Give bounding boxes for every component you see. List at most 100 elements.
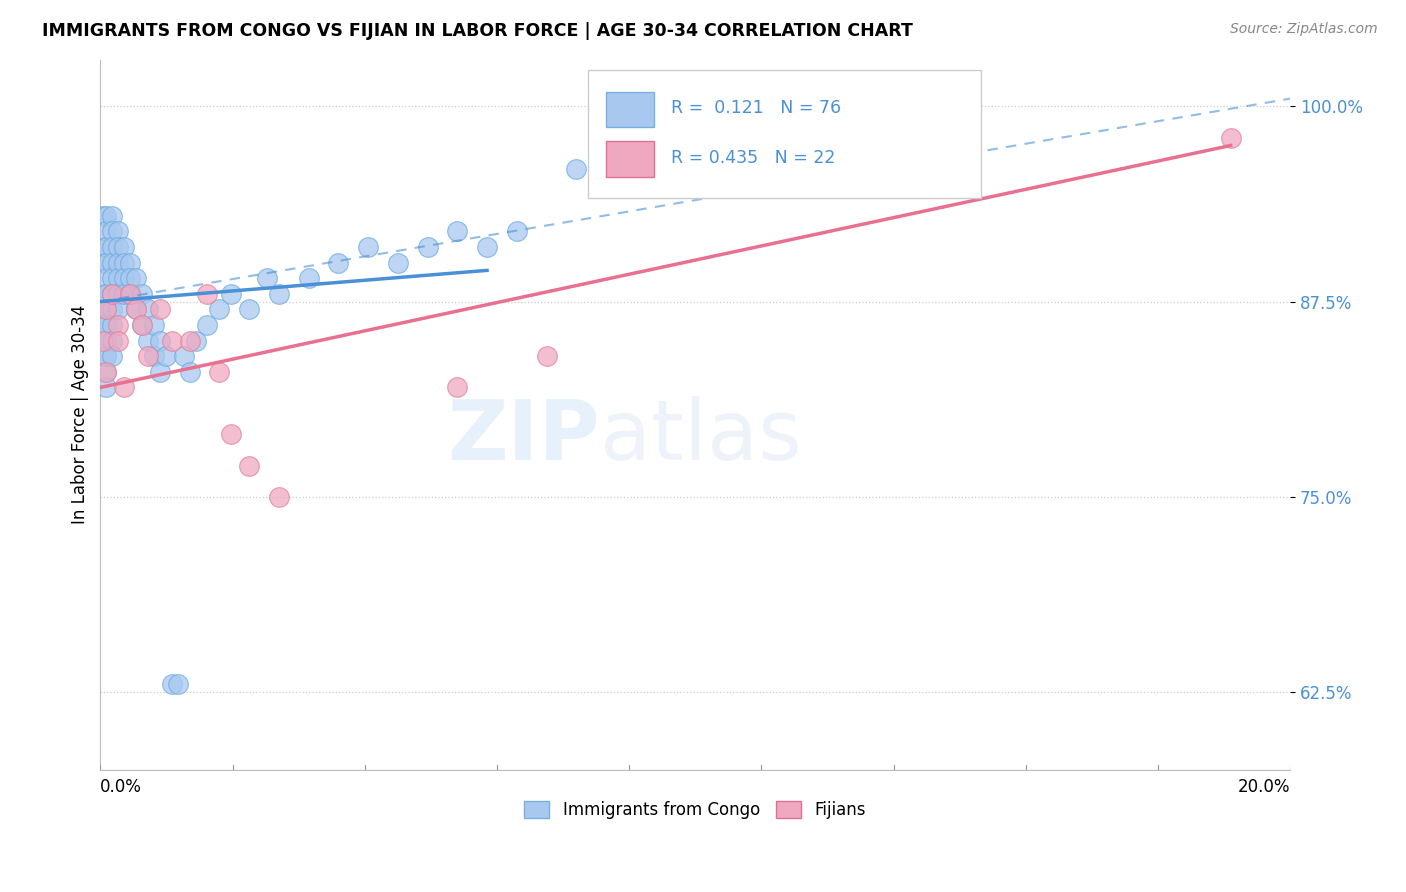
Point: [96, 286, 118, 301]
Point: [267, 286, 290, 301]
Point: [107, 302, 129, 317]
FancyBboxPatch shape: [606, 141, 654, 177]
Point: [506, 224, 529, 238]
Point: [112, 380, 135, 394]
Point: [101, 334, 124, 348]
Point: [101, 286, 124, 301]
Point: [208, 365, 231, 379]
Y-axis label: In Labor Force | Age 30-34: In Labor Force | Age 30-34: [72, 305, 89, 524]
Point: [96, 286, 118, 301]
Text: IMMIGRANTS FROM CONGO VS FIJIAN IN LABOR FORCE | AGE 30-34 CORRELATION CHART: IMMIGRANTS FROM CONGO VS FIJIAN IN LABOR…: [42, 22, 912, 40]
Point: [96, 349, 118, 363]
Point: [120, 286, 142, 301]
Point: [328, 255, 350, 269]
Point: [96, 365, 118, 379]
Point: [238, 302, 260, 317]
Point: [112, 271, 135, 285]
Point: [96, 334, 118, 348]
Point: [96, 365, 118, 379]
Legend: Immigrants from Congo, Fijians: Immigrants from Congo, Fijians: [517, 794, 873, 826]
Point: [179, 365, 201, 379]
Point: [131, 318, 153, 332]
Point: [101, 349, 124, 363]
Point: [96, 240, 118, 254]
Point: [96, 302, 118, 317]
Point: [101, 240, 124, 254]
Point: [96, 271, 118, 285]
FancyBboxPatch shape: [606, 92, 654, 127]
Text: Source: ZipAtlas.com: Source: ZipAtlas.com: [1230, 22, 1378, 37]
Point: [1219, 130, 1241, 145]
Point: [101, 271, 124, 285]
Point: [219, 427, 242, 442]
Point: [387, 255, 409, 269]
Point: [136, 334, 159, 348]
Text: atlas: atlas: [600, 396, 801, 476]
Point: [173, 349, 195, 363]
Point: [536, 349, 558, 363]
Point: [565, 161, 588, 176]
Point: [208, 302, 231, 317]
Point: [101, 302, 124, 317]
Point: [94, 286, 117, 301]
Point: [91, 209, 114, 223]
Point: [179, 334, 201, 348]
Point: [446, 380, 468, 394]
Point: [149, 302, 172, 317]
Text: ZIP: ZIP: [447, 396, 600, 476]
Point: [91, 334, 114, 348]
Point: [101, 255, 124, 269]
Point: [96, 380, 118, 394]
Point: [93, 255, 115, 269]
Point: [101, 318, 124, 332]
Point: [142, 349, 165, 363]
Point: [136, 349, 159, 363]
Text: R =  0.121   N = 76: R = 0.121 N = 76: [672, 99, 842, 117]
Point: [197, 286, 219, 301]
Point: [475, 240, 498, 254]
Point: [267, 490, 290, 504]
Point: [96, 318, 118, 332]
Point: [125, 302, 148, 317]
Point: [125, 302, 148, 317]
Point: [96, 349, 118, 363]
Point: [219, 286, 242, 301]
Point: [107, 271, 129, 285]
Point: [131, 286, 153, 301]
FancyBboxPatch shape: [588, 70, 981, 198]
Point: [155, 349, 177, 363]
Point: [149, 365, 172, 379]
Point: [101, 224, 124, 238]
Point: [256, 271, 278, 285]
Point: [107, 255, 129, 269]
Point: [142, 318, 165, 332]
Point: [96, 224, 118, 238]
Point: [107, 224, 129, 238]
Point: [149, 334, 172, 348]
Point: [96, 302, 118, 317]
Point: [120, 286, 142, 301]
Point: [125, 271, 148, 285]
Point: [107, 240, 129, 254]
Point: [131, 318, 153, 332]
Point: [112, 286, 135, 301]
Point: [101, 286, 124, 301]
Point: [120, 271, 142, 285]
Point: [101, 209, 124, 223]
Point: [416, 240, 439, 254]
Point: [197, 318, 219, 332]
Point: [184, 334, 207, 348]
Point: [238, 458, 260, 473]
Text: R = 0.435   N = 22: R = 0.435 N = 22: [672, 149, 835, 167]
Point: [166, 677, 188, 691]
Point: [96, 255, 118, 269]
Text: 0.0%: 0.0%: [100, 778, 142, 796]
Point: [112, 255, 135, 269]
Point: [96, 334, 118, 348]
Point: [94, 302, 117, 317]
Point: [357, 240, 380, 254]
Point: [107, 286, 129, 301]
Point: [136, 302, 159, 317]
Point: [96, 209, 118, 223]
Text: 20.0%: 20.0%: [1237, 778, 1291, 796]
